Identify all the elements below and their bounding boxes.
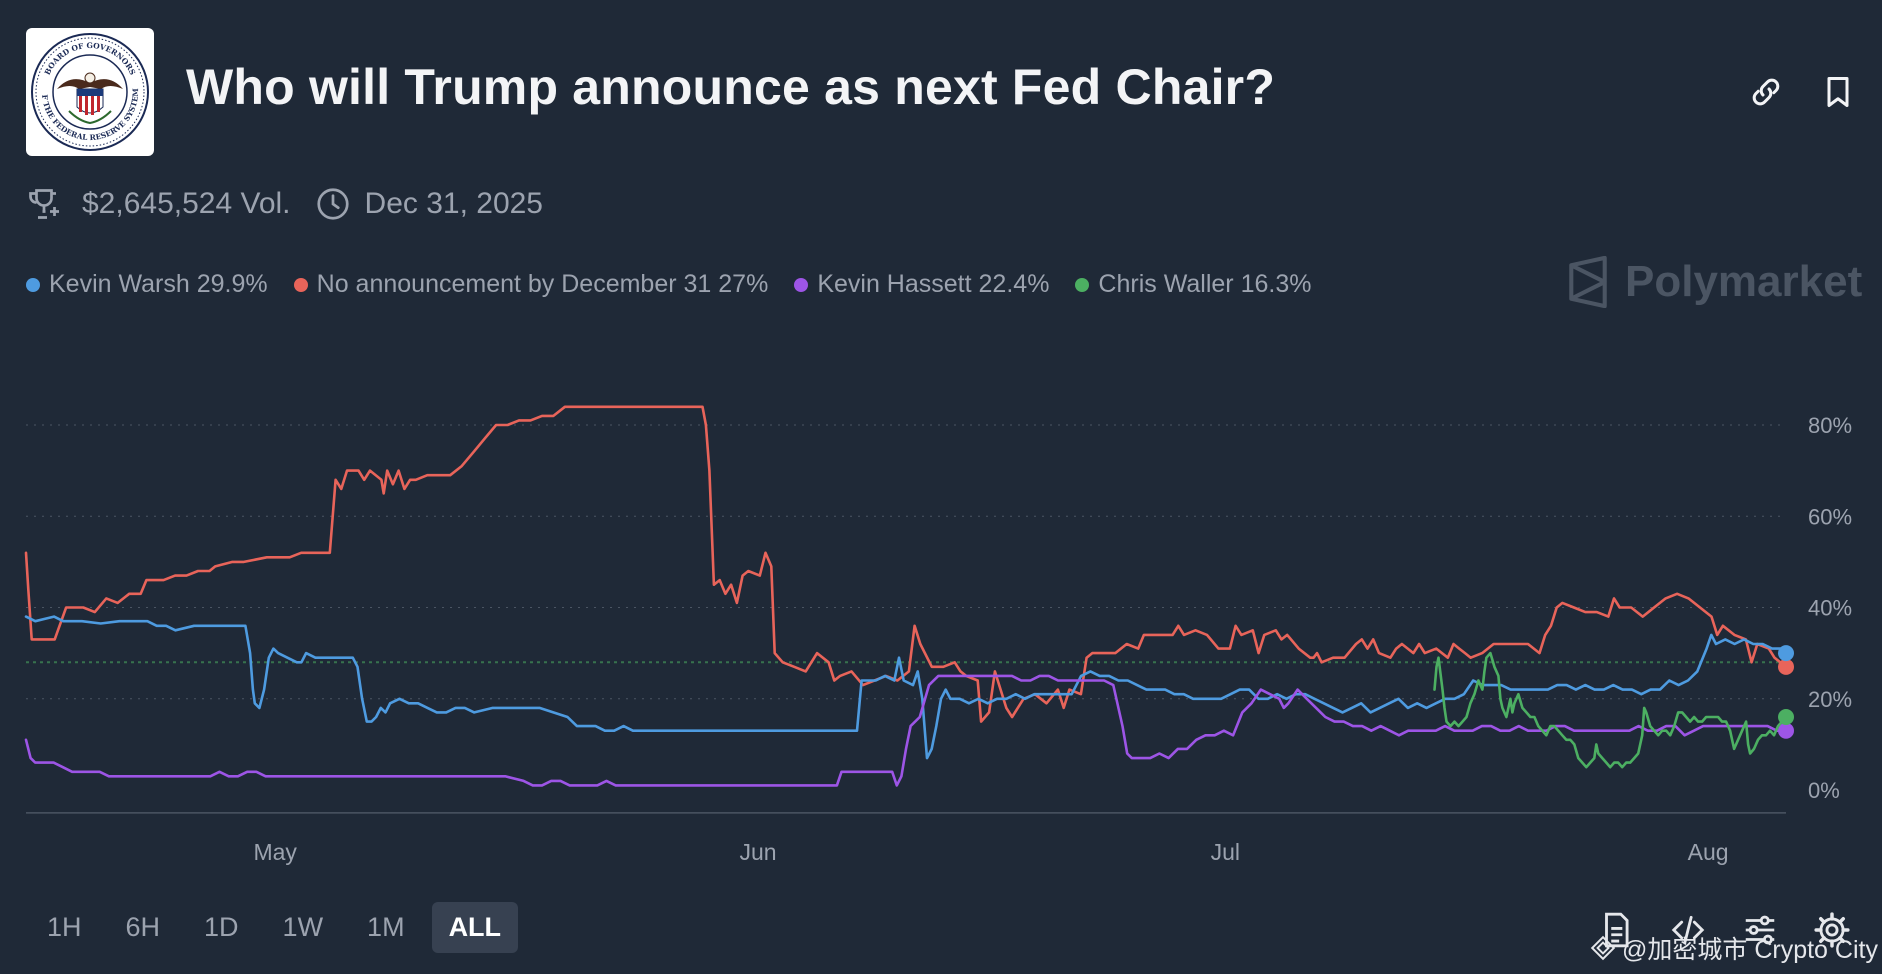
legend-value: 29.9% xyxy=(196,270,268,298)
polymarket-logo-icon xyxy=(1569,256,1607,308)
y-tick-label: 60% xyxy=(1808,504,1852,529)
kevin-hassett-line xyxy=(24,674,1788,787)
watermark-text: @加密城市 Crypto City xyxy=(1622,936,1878,964)
fed-seal-icon: BOARD OF GOVERNORS OF THE FEDERAL RESERV… xyxy=(29,31,149,151)
chris-waller-line xyxy=(1433,651,1788,769)
legend-label: Kevin Warsh xyxy=(49,270,190,298)
bookmark-icon[interactable] xyxy=(1820,74,1856,110)
legend-dot xyxy=(293,277,308,292)
legend-value: 16.3% xyxy=(1240,270,1312,298)
y-tick-label: 80% xyxy=(1808,413,1852,438)
x-tick-label: May xyxy=(253,839,297,865)
volume-value: $2,645,524 Vol. xyxy=(82,187,291,220)
legend-dot xyxy=(794,277,809,292)
y-tick-label: 20% xyxy=(1808,687,1852,712)
range-1h[interactable]: 1H xyxy=(30,902,99,953)
no-announcement-line-endpoint xyxy=(1778,658,1794,675)
range-1d[interactable]: 1D xyxy=(187,902,256,953)
time-range-selector: 1H 6H 1D 1W 1M ALL xyxy=(30,902,528,953)
legend-label: Kevin Hassett xyxy=(817,270,972,298)
end-date-stat: Dec 31, 2025 xyxy=(315,186,543,222)
price-chart: 0% 20% 40% 60% 80% May Jun Jul Aug xyxy=(24,405,1852,865)
embed-code-icon[interactable] xyxy=(1669,910,1707,950)
volume-stat: $2,645,524 Vol. xyxy=(26,186,291,222)
end-date-value: Dec 31, 2025 xyxy=(364,187,543,220)
x-tick-label: Jul xyxy=(1211,839,1240,865)
legend-value: 22.4% xyxy=(978,270,1050,298)
settings-gear-icon[interactable] xyxy=(1813,910,1851,950)
range-6h[interactable]: 6H xyxy=(109,902,178,953)
range-all[interactable]: ALL xyxy=(431,902,519,953)
legend-entry-kevin-warsh: Kevin Warsh 29.9% xyxy=(26,270,268,299)
diamond-icon xyxy=(1590,935,1616,961)
kevin-warsh-line xyxy=(24,615,1788,760)
legend-label: No announcement by December 31 xyxy=(316,270,712,298)
y-tick-label: 0% xyxy=(1808,778,1840,803)
polymarket-brand: Polymarket xyxy=(1565,256,1862,308)
legend-dot xyxy=(26,277,40,292)
chris-waller-line-endpoint xyxy=(1778,709,1794,725)
legend-dot xyxy=(1075,277,1090,292)
x-tick-label: Aug xyxy=(1688,839,1729,865)
legend-label: Chris Waller xyxy=(1098,270,1234,298)
chart-tools xyxy=(1597,910,1882,950)
range-1m[interactable]: 1M xyxy=(350,902,422,953)
legend-entry-chris-waller: Chris Waller 16.3% xyxy=(1075,270,1311,299)
legend-entry-kevin-hassett: Kevin Hassett 22.4% xyxy=(794,270,1049,299)
chart-legend: Kevin Warsh 29.9% No announcement by Dec… xyxy=(26,270,1337,299)
legend-entry-no-announcement: No announcement by December 31 27% xyxy=(293,270,769,299)
link-icon[interactable] xyxy=(1748,74,1784,110)
kevin-warsh-line-endpoint xyxy=(1778,645,1794,662)
legend-value: 27% xyxy=(718,270,769,298)
y-tick-label: 40% xyxy=(1808,596,1852,621)
x-tick-label: Jun xyxy=(739,839,776,865)
brand-name: Polymarket xyxy=(1625,257,1863,306)
page-title: Who will Trump announce as next Fed Chai… xyxy=(186,59,1276,115)
source-watermark: @加密城市 Crypto City xyxy=(1590,930,1878,966)
clock-icon xyxy=(316,188,349,220)
no-announcement-line xyxy=(24,405,1788,723)
trophy-icon xyxy=(29,189,59,219)
sliders-icon[interactable] xyxy=(1741,910,1779,950)
market-meta: $2,645,524 Vol. Dec 31, 2025 xyxy=(26,186,543,222)
range-1w[interactable]: 1W xyxy=(266,902,341,953)
fed-seal-logo: BOARD OF GOVERNORS OF THE FEDERAL RESERV… xyxy=(26,28,154,156)
kevin-hassett-line-endpoint xyxy=(1778,722,1794,739)
